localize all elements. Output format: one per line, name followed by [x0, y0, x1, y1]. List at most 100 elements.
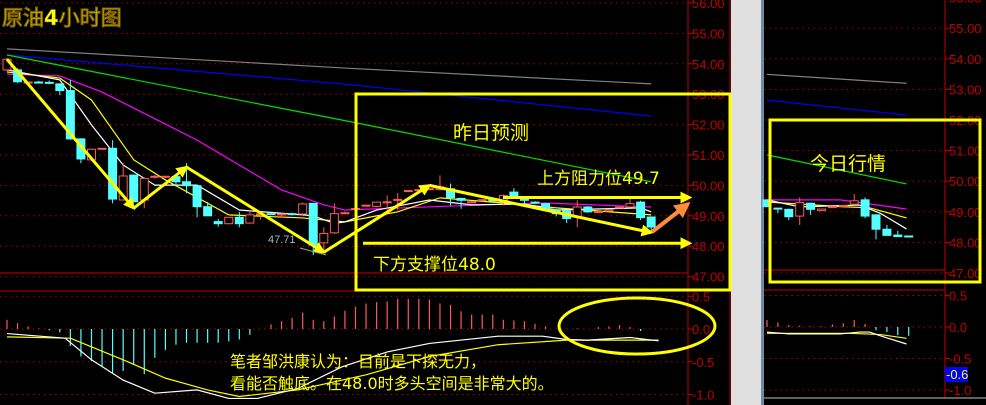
candle-up: [160, 175, 170, 178]
candle-down: [456, 197, 466, 201]
forecast-arrow: [429, 183, 654, 237]
moving-average-line: [766, 99, 907, 116]
moving-average-line: [766, 199, 907, 230]
macd-dea-line: [767, 332, 907, 339]
candle-down: [636, 201, 646, 219]
today-market-box: [768, 118, 982, 284]
candle-up: [298, 203, 308, 215]
candle-up: [827, 206, 837, 209]
candle-down: [266, 213, 276, 216]
panel-divider[interactable]: [731, 0, 763, 405]
moving-average-line: [6, 69, 652, 225]
moving-average-line: [6, 54, 652, 117]
forecast-arrow: [322, 184, 432, 254]
macd-tick-label: 0.0: [949, 320, 967, 335]
y-tick-label: 48.00: [949, 235, 982, 250]
candle-down: [308, 202, 318, 246]
candle-down: [773, 207, 783, 210]
moving-average-line: [6, 48, 652, 85]
macd-readout-bg: [945, 367, 968, 382]
macd-highlight-ellipse: [557, 296, 717, 356]
candle-up: [795, 202, 805, 217]
forecast-arrow: [132, 165, 189, 210]
candle-down: [784, 208, 794, 218]
candle-down: [65, 90, 75, 140]
candle-down: [34, 81, 44, 84]
candle-down: [904, 235, 914, 238]
moving-average-line: [766, 154, 907, 185]
author-comment-line2: 看能否触底。在48.0时多头空间是非常大的。: [230, 374, 554, 393]
y-tick-label: 51.00: [949, 144, 982, 159]
y-tick-label: 50.00: [692, 178, 725, 193]
yesterday-forecast-label: 昨日预测: [453, 122, 529, 144]
candle-up: [403, 190, 413, 193]
candle-down: [882, 228, 892, 236]
candle-down: [55, 83, 65, 92]
macd-tick-label: 0.5: [692, 289, 710, 304]
y-tick-label: 56.00: [949, 0, 982, 6]
candle-down: [213, 221, 223, 225]
candle-up: [245, 214, 255, 224]
candle-down: [287, 213, 297, 216]
y-tick-label: 54.00: [949, 52, 982, 67]
candle-down: [203, 206, 213, 217]
macd-tick-label: -0.5: [949, 352, 971, 367]
macd-tick-label: 0.0: [692, 322, 710, 337]
macd-dif-line: [766, 331, 907, 345]
y-tick-label: 53.00: [949, 82, 982, 97]
candle-up: [329, 213, 339, 234]
right-moving-averages: [766, 73, 907, 230]
forecast-arrow: [185, 165, 326, 254]
left-macd-panel: [0, 290, 688, 400]
candle-up: [838, 204, 848, 207]
macd-tick-label: 0.5: [949, 289, 967, 304]
left-candles: [2, 57, 656, 256]
candle-down: [806, 202, 816, 210]
macd-dea-line: [6, 336, 659, 398]
candle-up: [372, 201, 382, 207]
candle-up: [382, 201, 392, 204]
right-candles: [762, 194, 914, 240]
support-label: 下方支撑位48.0: [373, 255, 496, 275]
y-tick-label: 49.00: [949, 205, 982, 220]
candle-up: [477, 199, 487, 202]
moving-average-line: [767, 199, 907, 210]
candle-up: [224, 216, 234, 225]
candle-down: [182, 181, 192, 187]
macd-tick-label: -1.0: [692, 388, 714, 403]
y-tick-label: 51.00: [692, 148, 725, 163]
author-comment-line1: 笔者邹洪康认为：目前是下探无力，: [230, 352, 486, 371]
candle-up: [393, 198, 403, 201]
candle-up: [467, 201, 477, 204]
rebound-arrow: [650, 202, 691, 234]
macd-tick-label: -1.0: [949, 383, 971, 398]
candle-up: [97, 147, 107, 150]
candle-down: [129, 174, 139, 203]
moving-average-line: [6, 54, 652, 183]
candle-down: [234, 216, 244, 225]
candle-up: [361, 204, 371, 207]
candle-down: [44, 81, 54, 84]
candle-down: [530, 201, 540, 204]
y-tick-label: 54.00: [692, 57, 725, 72]
low-price-label: 47.71: [268, 234, 296, 246]
candle-up: [319, 232, 329, 244]
macd-readout: -0.6: [946, 367, 968, 382]
y-tick-label: 55.00: [692, 26, 725, 41]
candle-up: [593, 211, 603, 214]
candle-down: [871, 214, 881, 230]
macd-tick-label: -0.5: [692, 355, 714, 370]
y-tick-label: 47.00: [949, 266, 982, 281]
y-tick-label: 55.00: [949, 21, 982, 36]
candle-down: [583, 206, 593, 213]
candle-up: [340, 212, 350, 215]
y-tick-label: 47.00: [692, 270, 725, 285]
y-tick-label: 52.00: [692, 118, 725, 133]
candle-down: [893, 234, 903, 238]
candle-up: [614, 206, 624, 209]
low-marker-line: [299, 247, 327, 256]
candle-up: [817, 208, 826, 212]
candle-down: [646, 216, 656, 228]
candle-down: [192, 185, 202, 208]
